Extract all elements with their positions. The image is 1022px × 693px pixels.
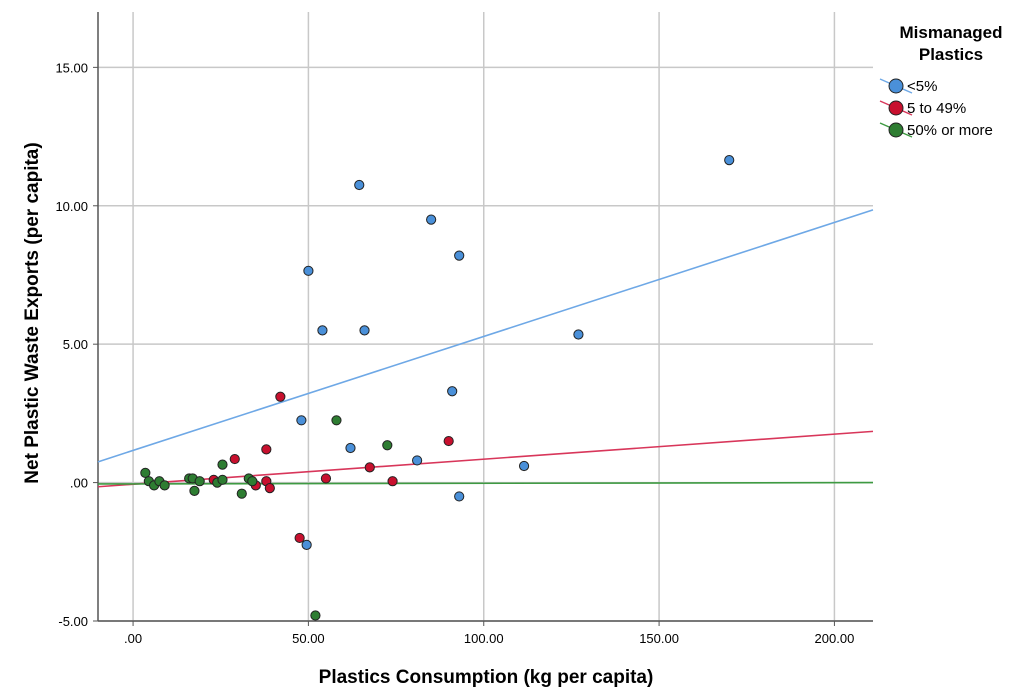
point-series-1 [317, 325, 328, 336]
point-series-2 [443, 435, 454, 447]
y-tick-label: -5.00 [58, 614, 88, 629]
point-series-3 [310, 610, 321, 621]
y-tick-label: .00 [70, 476, 88, 491]
point-series-2 [387, 476, 398, 487]
y-tick-label: 5.00 [63, 337, 88, 352]
point-series-3 [140, 467, 151, 479]
y-tick-label: 10.00 [55, 199, 88, 214]
point-series-1 [724, 154, 735, 166]
point-series-3 [217, 474, 228, 485]
point-series-1 [518, 460, 530, 472]
point-series-3 [194, 476, 205, 487]
x-tick-label: 200.00 [815, 631, 855, 646]
point-series-1 [426, 214, 437, 225]
fit-line-series-2 [97, 430, 874, 488]
point-series-1 [573, 329, 584, 340]
point-series-3 [217, 459, 228, 470]
point-series-3 [247, 476, 258, 487]
point-series-3 [236, 488, 247, 499]
point-series-2 [320, 473, 332, 484]
y-axis-ticks: -5.00 .00 5.00 10.00 15.00 [55, 60, 98, 629]
y-axis-title: Net Plastic Waste Exports (per capita) [22, 142, 43, 483]
x-tick-label: 50.00 [292, 631, 325, 646]
fit-lines [97, 209, 874, 488]
fit-line-series-1 [97, 209, 874, 463]
point-series-3 [189, 485, 200, 496]
fit-line-series-3 [97, 481, 874, 485]
point-series-3 [382, 440, 393, 451]
legend-items: <5% 5 to 49% 50% or more [879, 78, 993, 139]
x-tick-label: 100.00 [464, 631, 504, 646]
legend-title-line-1: Mismanaged [900, 23, 1003, 42]
point-series-1 [301, 539, 312, 550]
point-series-1 [454, 491, 465, 502]
point-series-1 [447, 386, 458, 397]
point-series-3 [159, 480, 170, 491]
point-series-1 [354, 179, 365, 191]
point-series-1 [412, 455, 423, 466]
point-series-2 [229, 453, 240, 465]
point-series-2 [261, 444, 272, 455]
legend-label-3: 50% or more [907, 122, 993, 139]
x-axis-title: Plastics Consumption (kg per capita) [319, 667, 654, 688]
point-series-1 [296, 415, 307, 426]
legend-label-1: <5% [907, 78, 937, 95]
point-series-1 [345, 442, 356, 454]
point-series-2 [294, 532, 305, 544]
x-tick-label: 150.00 [639, 631, 679, 646]
data-points [140, 154, 735, 621]
legend-marker-2 [888, 100, 904, 116]
x-tick-label: .00 [124, 631, 142, 646]
legend-label-2: 5 to 49% [907, 100, 966, 117]
y-tick-label: 15.00 [55, 60, 88, 75]
point-series-1 [359, 325, 370, 336]
legend: Mismanaged Plastics <5% 5 to 49% 50% or mo… [879, 23, 1003, 139]
legend-marker-1 [888, 78, 904, 94]
point-series-2 [264, 483, 275, 494]
point-series-1 [303, 265, 314, 276]
x-axis-ticks: .00 50.00 100.00 150.00 200.00 [124, 621, 854, 646]
point-series-2 [275, 391, 286, 402]
point-series-2 [364, 462, 375, 473]
point-series-3 [331, 415, 342, 426]
axes [97, 12, 873, 622]
legend-marker-3 [888, 122, 904, 138]
legend-title-line-2: Plastics [919, 45, 983, 64]
grid-lines [98, 12, 873, 622]
point-series-1 [454, 250, 465, 261]
